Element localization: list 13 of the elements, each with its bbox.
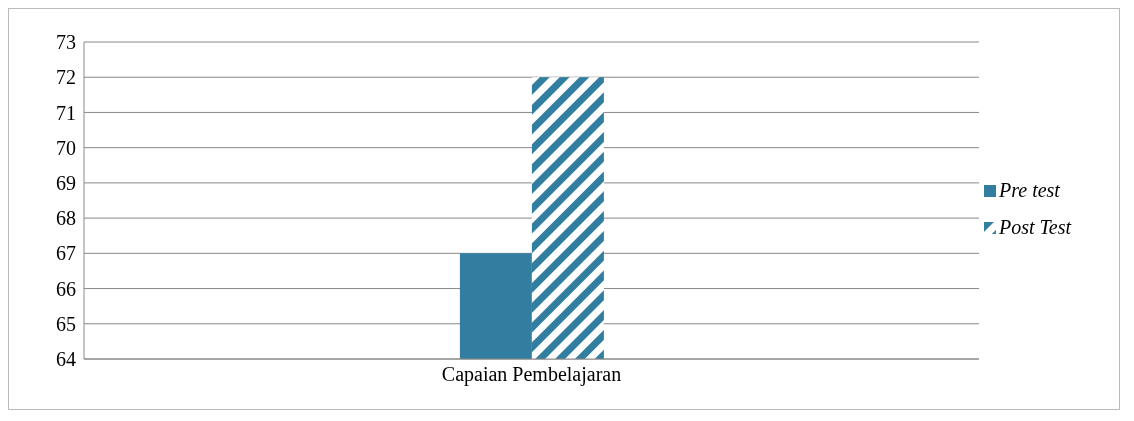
- y-tick-label: 70: [56, 136, 76, 159]
- y-tick-label: 65: [56, 312, 76, 335]
- y-tick-label: 72: [56, 66, 76, 89]
- y-tick-label: 69: [56, 171, 76, 194]
- y-tick-label: 67: [56, 242, 76, 265]
- y-tick-label: 64: [56, 348, 76, 371]
- legend-label: Pre test: [999, 179, 1060, 202]
- y-tick-label: 73: [56, 31, 76, 54]
- y-tick-label: 71: [56, 101, 76, 124]
- y-tick-label: 66: [56, 277, 76, 300]
- y-tick-label: 68: [56, 207, 76, 230]
- legend-label: Post Test: [999, 216, 1072, 239]
- x-tick-label: Capaian Pembelajaran: [441, 363, 622, 387]
